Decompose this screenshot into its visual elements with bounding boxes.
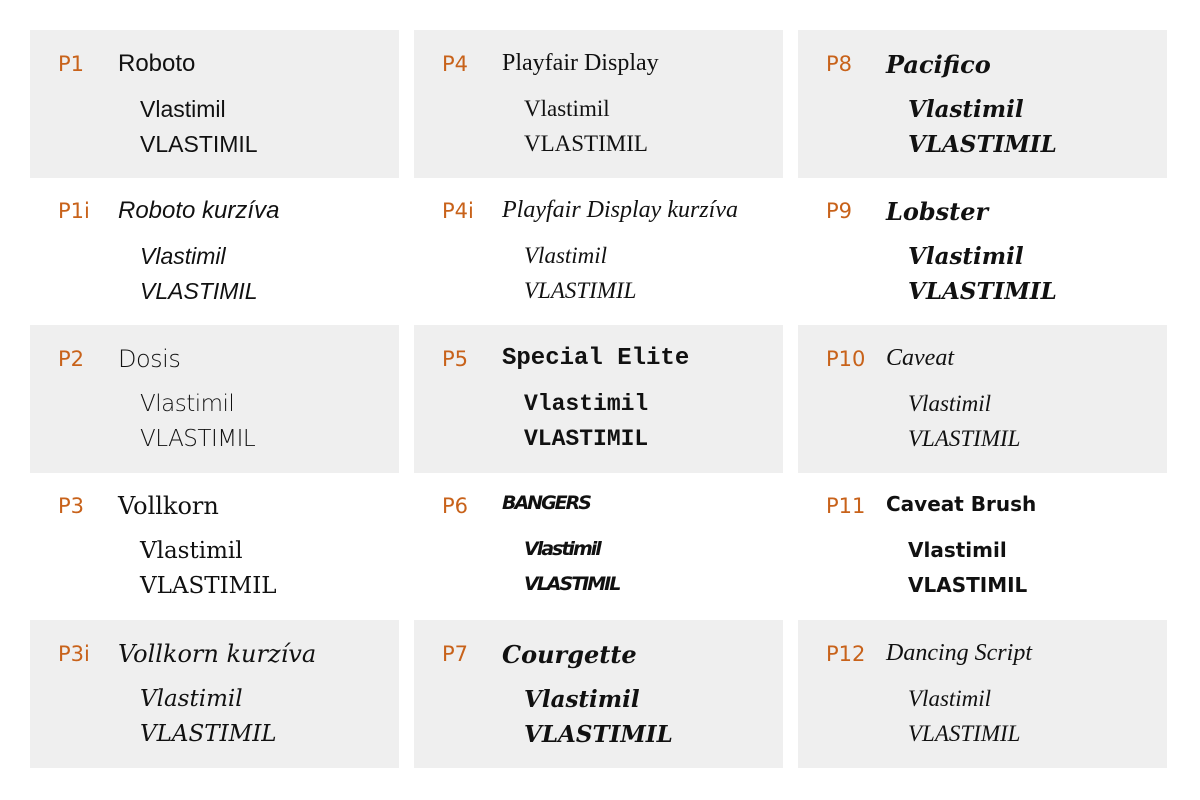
font-name: Caveat Brush <box>886 492 1037 516</box>
font-name: Playfair Display kurzíva <box>502 197 738 223</box>
sample-lowercase: Vlastimil <box>140 686 243 712</box>
font-code-label: P6 <box>442 494 469 518</box>
font-code-label: P1i <box>58 199 90 223</box>
font-sample-cell: P12 Dancing Script Vlastimil VLASTIMIL <box>798 620 1167 768</box>
font-sample-cell: P9 Lobster Vlastimil VLASTIMIL <box>798 177 1167 325</box>
font-code-label: P4i <box>442 199 474 223</box>
font-code-label: P7 <box>442 642 469 666</box>
font-name: Caveat <box>886 345 954 371</box>
font-sample-cell: P11 Caveat Brush Vlastimil VLASTIMIL <box>798 472 1167 620</box>
font-code-label: P12 <box>826 642 866 666</box>
font-sample-cell: P4 Playfair Display Vlastimil VLASTIMIL <box>414 30 783 178</box>
font-sample-cell: P1 Roboto Vlastimil VLASTIMIL <box>30 30 399 178</box>
sample-lowercase: Vlastimil <box>140 391 235 417</box>
sample-uppercase: VLASTIMIL <box>524 573 621 595</box>
font-name: BANGERS <box>502 492 592 514</box>
sample-lowercase: Vlastimil <box>524 96 610 121</box>
font-code-label: P9 <box>826 199 853 223</box>
sample-uppercase: VLASTIMIL <box>524 131 648 156</box>
font-code-label: P4 <box>442 52 469 76</box>
sample-uppercase: VLASTIMIL <box>140 131 258 157</box>
font-name: Dosis <box>118 345 181 373</box>
sample-lowercase: Vlastimil <box>908 538 1007 562</box>
sample-lowercase: Vlastimil <box>908 391 992 416</box>
sample-lowercase: Vlastimil <box>524 391 649 417</box>
font-code-label: P3i <box>58 642 90 666</box>
font-sample-cell: P1i Roboto kurzíva Vlastimil VLASTIMIL <box>30 177 399 325</box>
font-sample-cell: P2 Dosis Vlastimil VLASTIMIL <box>30 325 399 473</box>
sample-lowercase: Vlastimil <box>908 686 992 711</box>
sample-uppercase: VLASTIMIL <box>908 573 1028 597</box>
sample-uppercase: VLASTIMIL <box>140 721 277 747</box>
sample-lowercase: Vlastimil <box>524 538 602 560</box>
sample-lowercase: Vlastimil <box>524 686 640 713</box>
sample-uppercase: VLASTIMIL <box>140 278 258 304</box>
font-code-label: P1 <box>58 52 85 76</box>
sample-lowercase: Vlastimil <box>140 243 226 269</box>
sample-lowercase: Vlastimil <box>140 538 243 564</box>
font-name: Special Elite <box>502 345 690 372</box>
sample-uppercase: VLASTIMIL <box>908 131 1057 158</box>
font-name: Pacifico <box>886 50 991 79</box>
sample-lowercase: Vlastimil <box>140 96 226 122</box>
sample-lowercase: Vlastimil <box>908 96 1024 123</box>
font-sample-cell: P5 Special Elite Vlastimil VLASTIMIL <box>414 325 783 473</box>
font-code-label: P2 <box>58 347 85 371</box>
sample-uppercase: VLASTIMIL <box>524 278 637 303</box>
font-sample-cell: P4i Playfair Display kurzíva Vlastimil VLAS… <box>414 177 783 325</box>
font-sample-cell: P10 Caveat Vlastimil VLASTIMIL <box>798 325 1167 473</box>
font-sample-cell: P7 Courgette Vlastimil VLASTIMIL <box>414 620 783 768</box>
sample-uppercase: VLASTIMIL <box>524 426 649 452</box>
font-name: Vollkorn <box>118 492 219 520</box>
font-name: Vollkorn kurzíva <box>118 640 317 668</box>
font-sample-cell: P3 Vollkorn Vlastimil VLASTIMIL <box>30 472 399 620</box>
font-code-label: P10 <box>826 347 866 371</box>
font-code-label: P5 <box>442 347 469 371</box>
sample-lowercase: Vlastimil <box>524 243 608 268</box>
font-sample-cell: P6 BANGERS Vlastimil VLASTIMIL <box>414 472 783 620</box>
font-name: Lobster <box>886 197 989 226</box>
font-sample-cell: P8 Pacifico Vlastimil VLASTIMIL <box>798 30 1167 178</box>
font-name: Playfair Display <box>502 50 659 76</box>
sample-uppercase: VLASTIMIL <box>908 426 1021 451</box>
font-name: Dancing Script <box>886 640 1032 666</box>
font-sample-cell: P3i Vollkorn kurzíva Vlastimil VLASTIMIL <box>30 620 399 768</box>
sample-uppercase: VLASTIMIL <box>140 573 277 599</box>
sample-uppercase: VLASTIMIL <box>524 721 673 748</box>
sample-uppercase: VLASTIMIL <box>908 278 1057 305</box>
font-code-label: P3 <box>58 494 85 518</box>
sample-uppercase: VLASTIMIL <box>908 721 1021 746</box>
font-name: Roboto kurzíva <box>118 197 280 224</box>
sample-uppercase: VLASTIMIL <box>140 426 256 452</box>
sample-lowercase: Vlastimil <box>908 243 1024 270</box>
font-code-label: P8 <box>826 52 853 76</box>
font-name: Courgette <box>502 640 637 669</box>
font-code-label: P11 <box>826 494 866 518</box>
font-name: Roboto <box>118 50 196 77</box>
